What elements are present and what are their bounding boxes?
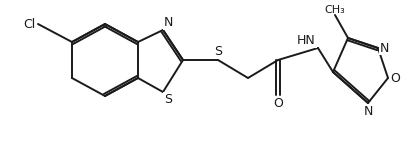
Text: O: O bbox=[273, 97, 283, 110]
Text: O: O bbox=[390, 72, 400, 85]
Text: S: S bbox=[164, 93, 172, 106]
Text: Cl: Cl bbox=[24, 18, 36, 31]
Text: S: S bbox=[214, 45, 222, 58]
Text: CH₃: CH₃ bbox=[325, 5, 345, 15]
Text: N: N bbox=[380, 42, 389, 55]
Text: N: N bbox=[164, 16, 173, 29]
Text: N: N bbox=[363, 105, 373, 118]
Text: HN: HN bbox=[297, 34, 316, 47]
